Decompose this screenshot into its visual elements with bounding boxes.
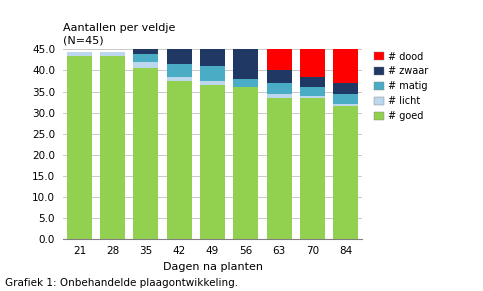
- Bar: [100, 56, 125, 239]
- Bar: [300, 96, 325, 98]
- Bar: [233, 79, 258, 87]
- Bar: [133, 54, 158, 62]
- Bar: [133, 68, 158, 239]
- Text: Aantallen per veldje
(N=45): Aantallen per veldje (N=45): [63, 23, 175, 46]
- Bar: [300, 49, 325, 77]
- Bar: [300, 77, 325, 87]
- Bar: [267, 83, 292, 94]
- Bar: [167, 49, 192, 64]
- Bar: [233, 49, 258, 79]
- Bar: [133, 49, 158, 54]
- X-axis label: Dagen na planten: Dagen na planten: [162, 262, 263, 272]
- Bar: [300, 87, 325, 96]
- Bar: [233, 87, 258, 239]
- Bar: [133, 62, 158, 68]
- Bar: [267, 70, 292, 83]
- Bar: [100, 52, 125, 56]
- Bar: [300, 98, 325, 239]
- Bar: [200, 85, 225, 239]
- Bar: [267, 98, 292, 239]
- Text: Grafiek 1: Onbehandelde plaagontwikkeling.: Grafiek 1: Onbehandelde plaagontwikkelin…: [5, 278, 238, 288]
- Bar: [267, 94, 292, 98]
- Bar: [167, 81, 192, 239]
- Bar: [200, 81, 225, 85]
- Bar: [333, 94, 358, 104]
- Bar: [333, 83, 358, 94]
- Bar: [333, 104, 358, 106]
- Bar: [67, 56, 92, 239]
- Bar: [200, 49, 225, 66]
- Bar: [67, 52, 92, 56]
- Bar: [167, 77, 192, 81]
- Bar: [267, 49, 292, 70]
- Bar: [200, 66, 225, 81]
- Bar: [333, 49, 358, 83]
- Bar: [333, 106, 358, 239]
- Legend: # dood, # zwaar, # matig, # licht, # goed: # dood, # zwaar, # matig, # licht, # goe…: [373, 51, 429, 122]
- Bar: [167, 64, 192, 77]
